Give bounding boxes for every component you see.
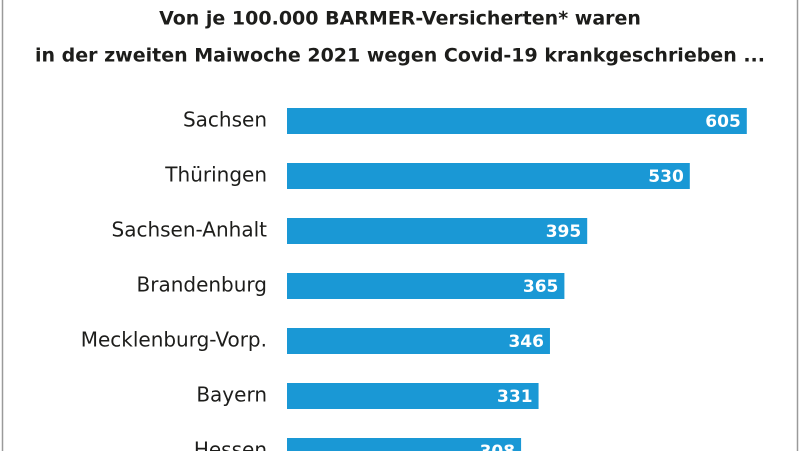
category-label: Brandenburg: [137, 273, 268, 297]
value-label: 395: [546, 222, 582, 242]
value-label: 331: [497, 387, 533, 407]
bar: [287, 383, 539, 409]
value-label: 308: [480, 442, 516, 451]
chart-title: in der zweiten Maiwoche 2021 wegen Covid…: [35, 45, 765, 67]
bar: [287, 108, 747, 134]
value-label: 530: [648, 167, 684, 187]
category-label: Sachsen: [183, 108, 267, 132]
value-label: 346: [508, 332, 544, 352]
bar: [287, 218, 588, 244]
category-label: Mecklenburg-Vorp.: [81, 328, 267, 352]
bar: [287, 163, 690, 189]
value-label: 605: [705, 112, 741, 132]
category-label: Bayern: [196, 383, 267, 407]
category-label: Hessen: [194, 438, 267, 451]
category-label: Sachsen-Anhalt: [112, 218, 268, 242]
chart-title: Von je 100.000 BARMER-Versicherten* ware…: [159, 8, 641, 30]
bar: [287, 438, 522, 451]
bar: [287, 273, 565, 299]
category-label: Thüringen: [164, 163, 267, 187]
bar: [287, 328, 550, 354]
value-label: 365: [523, 277, 559, 297]
